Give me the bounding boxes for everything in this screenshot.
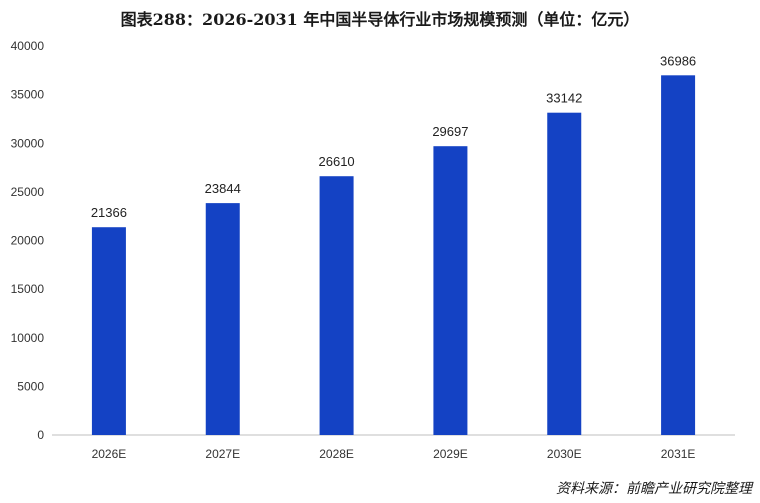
x-axis: 2026E 2027E 2028E 2029E 2030E 2031E <box>92 447 696 461</box>
bar-2030E <box>547 112 582 435</box>
y-tick-label: 35000 <box>11 88 45 102</box>
x-tick-label: 2028E <box>319 447 354 461</box>
y-tick-label: 20000 <box>11 234 45 248</box>
data-label-2031E: 36986 <box>660 53 696 68</box>
y-tick-label: 10000 <box>11 331 45 345</box>
y-tick-label: 40000 <box>11 39 45 53</box>
data-label-2028E: 26610 <box>319 154 355 169</box>
source-note: 资料来源：前瞻产业研究院整理 <box>556 481 752 497</box>
x-tick-label: 2026E <box>92 447 127 461</box>
data-labels: 21366 23844 26610 29697 33142 36986 <box>91 53 696 220</box>
x-tick-label: 2029E <box>433 447 468 461</box>
bar-2029E <box>433 146 468 436</box>
data-label-2026E: 21366 <box>91 205 127 220</box>
x-tick-label: 2031E <box>661 447 696 461</box>
data-label-2027E: 23844 <box>205 181 241 196</box>
data-label-2030E: 33142 <box>546 91 582 106</box>
chart-title: 图表288：2026-2031 年中国半导体行业市场规模预测（单位：亿元） <box>120 10 640 29</box>
data-label-2029E: 29697 <box>432 124 468 139</box>
y-axis: 0 5000 10000 15000 20000 25000 30000 35000 40000 <box>11 39 735 442</box>
x-tick-label: 2030E <box>547 447 582 461</box>
y-tick-label: 30000 <box>11 136 45 150</box>
y-tick-label: 25000 <box>11 185 45 199</box>
y-tick-label: 5000 <box>17 379 44 393</box>
bar-series <box>91 75 696 436</box>
y-tick-label: 0 <box>37 428 44 442</box>
y-tick-label: 15000 <box>11 282 45 296</box>
bar-2031E <box>661 75 696 435</box>
x-tick-label: 2027E <box>205 447 240 461</box>
bar-2026E <box>91 227 126 435</box>
bar-2027E <box>205 203 240 435</box>
bar-2028E <box>319 176 354 435</box>
